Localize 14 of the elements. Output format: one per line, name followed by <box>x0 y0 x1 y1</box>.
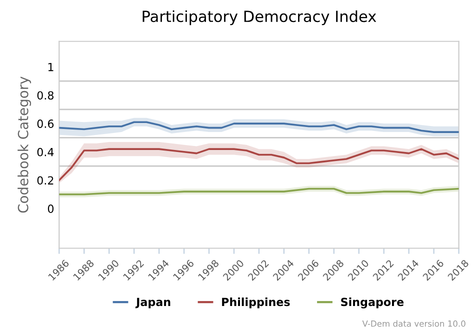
line-series <box>59 121 459 133</box>
legend-label: Japan <box>135 298 170 308</box>
legend-label: Singapore <box>341 298 404 308</box>
chart-title: Participatory Democracy Index <box>142 10 376 26</box>
y-tick-label: 0.2 <box>37 176 54 185</box>
text: V-Dem data version 10.0 <box>362 320 466 327</box>
y-tick-label: 0 <box>48 204 54 213</box>
y-tick-label: 0.4 <box>37 148 54 156</box>
y-tick-label: 0.6 <box>37 120 54 128</box>
y-tick-label: 1 <box>48 63 54 72</box>
line-series <box>59 148 459 182</box>
y-tick-label: 0.8 <box>37 91 54 100</box>
y-axis-title: Codebook Category <box>18 76 32 213</box>
legend-label: Philippines <box>222 298 290 308</box>
